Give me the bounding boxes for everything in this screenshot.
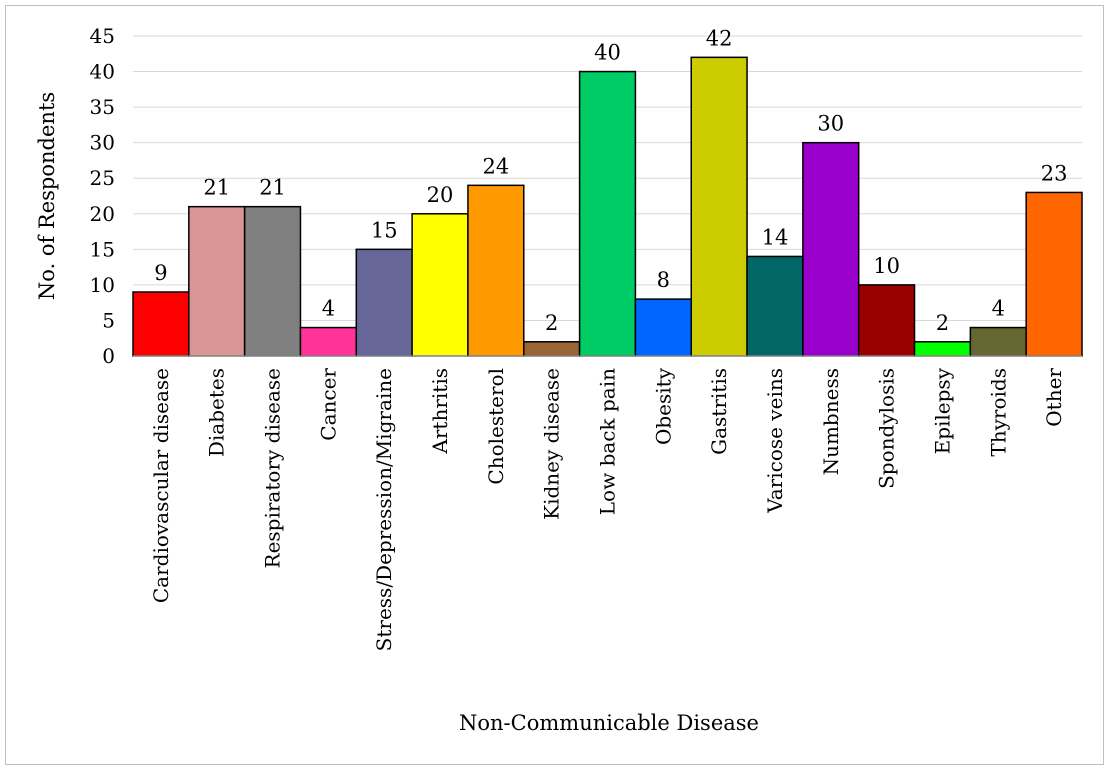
category-labels: Cardiovascular disease Diabetes Respirator… (149, 367, 1066, 651)
bar-3 (243, 205, 302, 357)
bar-12 (746, 255, 804, 357)
chart-frame: 0 5 10 15 20 25 30 35 40 45 9 21 21 4 15 20 24 2 40 8 42 14 3… (5, 5, 1104, 765)
category-label: Varicose veins (763, 368, 787, 514)
data-label: 2 (936, 311, 949, 335)
bars (132, 56, 1083, 357)
data-label: 20 (427, 183, 454, 207)
data-label: 30 (817, 112, 844, 136)
y-tick-label: 25 (90, 166, 115, 190)
category-label: Low back pain (596, 368, 620, 515)
data-label: 4 (992, 297, 1005, 321)
bar-9 (578, 70, 637, 357)
y-tick-label: 40 (90, 60, 115, 84)
y-tick-label: 10 (90, 273, 115, 297)
data-label: 23 (1041, 161, 1068, 185)
y-tick-label: 35 (90, 95, 115, 119)
y-tick-label: 15 (90, 237, 115, 261)
bar-14 (857, 284, 916, 357)
x-axis-title: Non-Communicable Disease (459, 711, 759, 735)
bar-1 (132, 291, 190, 357)
data-label: 14 (762, 225, 789, 249)
category-label: Cancer (316, 368, 340, 441)
data-label: 15 (371, 218, 398, 242)
bar-13 (802, 141, 860, 357)
y-tick-label: 0 (102, 344, 115, 368)
y-tick-label: 45 (90, 24, 115, 48)
category-label: Thyroids (986, 368, 1010, 457)
y-tick-label: 5 (102, 308, 115, 332)
bar-10 (634, 298, 692, 357)
category-label: Other (1042, 368, 1066, 427)
bar-17 (1025, 191, 1083, 357)
category-label: Epilepsy (930, 367, 954, 454)
data-label: 2 (545, 311, 558, 335)
category-label: Cardiovascular disease (149, 368, 173, 603)
y-tick-label: 30 (90, 131, 115, 155)
category-label: Respiratory disease (261, 368, 285, 568)
data-label: 4 (322, 297, 335, 321)
category-label: Gastritis (707, 368, 731, 455)
category-label: Spondylosis (875, 368, 899, 489)
data-label: 40 (594, 41, 621, 65)
data-label: 21 (203, 176, 230, 200)
bar-7 (467, 184, 525, 357)
bar-15 (913, 341, 972, 357)
category-label: Stress/Depression/Migraine (372, 368, 396, 651)
category-label: Cholesterol (484, 368, 508, 485)
y-tick-labels: 0 5 10 15 20 25 30 35 40 45 (90, 24, 115, 368)
category-label: Arthritis (428, 368, 452, 455)
data-label: 8 (657, 268, 670, 292)
category-label: Diabetes (205, 368, 229, 457)
y-axis-title: No. of Respondents (35, 92, 59, 300)
bar-16 (969, 326, 1027, 357)
bar-4 (299, 326, 358, 357)
data-label: 21 (259, 176, 286, 200)
data-label: 9 (154, 261, 167, 285)
bar-2 (188, 205, 246, 357)
category-label: Numbness (819, 368, 843, 475)
bar-6 (411, 213, 469, 357)
category-label: Obesity (651, 367, 675, 445)
data-label: 24 (482, 154, 509, 178)
category-label: Kidney disease (540, 368, 564, 520)
bar-8 (523, 341, 581, 357)
bar-5 (355, 248, 413, 357)
data-label: 10 (873, 254, 900, 278)
y-tick-label: 20 (90, 202, 115, 226)
bar-11 (690, 56, 748, 357)
data-label: 42 (706, 26, 733, 50)
